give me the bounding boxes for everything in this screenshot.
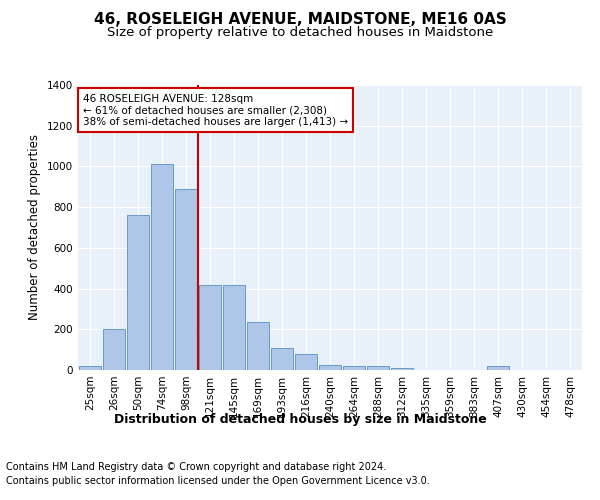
- Text: Contains HM Land Registry data © Crown copyright and database right 2024.: Contains HM Land Registry data © Crown c…: [6, 462, 386, 472]
- Bar: [223, 284, 245, 370]
- Bar: [367, 366, 389, 370]
- Bar: [319, 365, 341, 370]
- Bar: [343, 366, 365, 370]
- Bar: [175, 189, 197, 370]
- Text: 46, ROSELEIGH AVENUE, MAIDSTONE, ME16 0AS: 46, ROSELEIGH AVENUE, MAIDSTONE, ME16 0A…: [94, 12, 506, 28]
- Bar: [79, 366, 101, 370]
- Bar: [487, 366, 509, 370]
- Y-axis label: Number of detached properties: Number of detached properties: [28, 134, 41, 320]
- Bar: [103, 330, 125, 370]
- Bar: [127, 216, 149, 370]
- Bar: [247, 322, 269, 370]
- Bar: [199, 284, 221, 370]
- Text: Distribution of detached houses by size in Maidstone: Distribution of detached houses by size …: [113, 412, 487, 426]
- Text: Contains public sector information licensed under the Open Government Licence v3: Contains public sector information licen…: [6, 476, 430, 486]
- Bar: [271, 348, 293, 370]
- Text: 46 ROSELEIGH AVENUE: 128sqm
← 61% of detached houses are smaller (2,308)
38% of : 46 ROSELEIGH AVENUE: 128sqm ← 61% of det…: [83, 94, 348, 126]
- Bar: [151, 164, 173, 370]
- Text: Size of property relative to detached houses in Maidstone: Size of property relative to detached ho…: [107, 26, 493, 39]
- Bar: [391, 368, 413, 370]
- Bar: [295, 354, 317, 370]
